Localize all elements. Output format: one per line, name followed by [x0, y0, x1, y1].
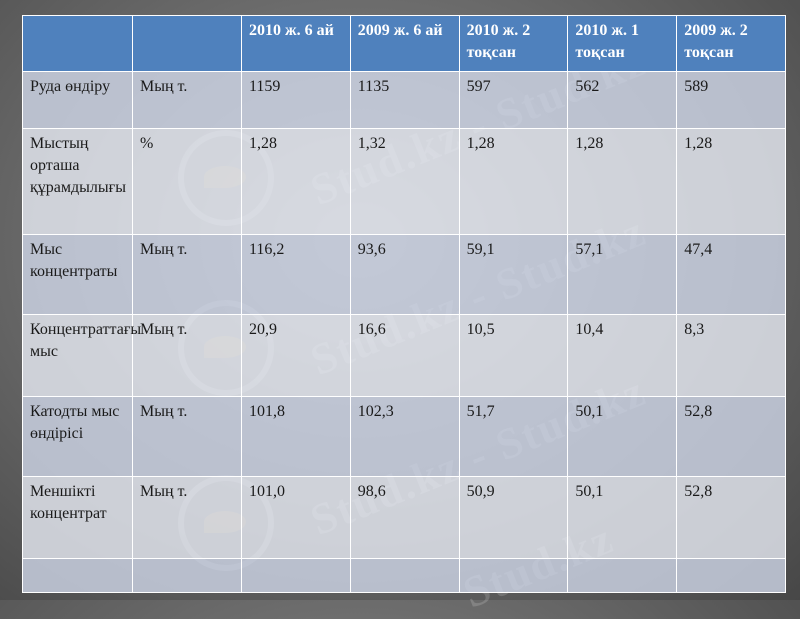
value-cell: 47,4: [676, 234, 786, 315]
empty-cell: [22, 558, 133, 593]
value-cell: 1,32: [349, 128, 460, 235]
value-cell: 50,1: [567, 476, 678, 559]
value-cell: 1,28: [676, 128, 786, 235]
value-cell: 52,8: [676, 396, 786, 477]
empty-cell: [349, 558, 460, 593]
row-label-cell: Руда өндіру: [22, 71, 133, 129]
value-cell: 101,8: [241, 396, 351, 477]
table-row: Меншікті концентрат Мың т. 101,0 98,6 50…: [22, 476, 786, 559]
value-cell: 50,1: [567, 396, 678, 477]
value-cell: 116,2: [241, 234, 351, 315]
value-cell: 10,4: [567, 314, 678, 397]
row-label-cell: Катодты мыс өндірісі: [22, 396, 133, 477]
value-cell: 1,28: [567, 128, 678, 235]
empty-cell: [241, 558, 351, 593]
unit-cell: Мың т.: [132, 234, 242, 315]
header-cell: 2010 ж. 2 тоқсан: [458, 15, 569, 72]
value-cell: 20,9: [241, 314, 351, 397]
row-label-cell: Мыс концентраты: [22, 234, 133, 315]
value-cell: 562: [567, 71, 678, 129]
value-cell: 597: [458, 71, 569, 129]
empty-cell: [458, 558, 569, 593]
value-cell: 1135: [349, 71, 460, 129]
unit-cell: Мың т.: [132, 314, 242, 397]
unit-cell: Мың т.: [132, 476, 242, 559]
value-cell: 101,0: [241, 476, 351, 559]
unit-cell: Мың т.: [132, 71, 242, 129]
unit-cell: %: [132, 128, 242, 235]
value-cell: 16,6: [349, 314, 460, 397]
row-label-cell: Мыстың орташа құрамдылығы: [22, 128, 133, 235]
value-cell: 8,3: [676, 314, 786, 397]
value-cell: 93,6: [349, 234, 460, 315]
header-cell: 2009 ж. 2 тоқсан: [676, 15, 786, 72]
value-cell: 1,28: [458, 128, 569, 235]
unit-cell: Мың т.: [132, 396, 242, 477]
header-cell: 2010 ж. 6 ай: [241, 15, 351, 72]
header-cell: [22, 15, 133, 72]
empty-cell: [132, 558, 242, 593]
copper-production-table: 2010 ж. 6 ай 2009 ж. 6 ай 2010 ж. 2 тоқс…: [22, 15, 786, 593]
header-row: 2010 ж. 6 ай 2009 ж. 6 ай 2010 ж. 2 тоқс…: [22, 15, 786, 72]
value-cell: 52,8: [676, 476, 786, 559]
table-row: Катодты мыс өндірісі Мың т. 101,8 102,3 …: [22, 396, 786, 477]
table-row: Мыс концентраты Мың т. 116,2 93,6 59,1 5…: [22, 234, 786, 315]
header-cell: [132, 15, 242, 72]
value-cell: 51,7: [458, 396, 569, 477]
value-cell: 57,1: [567, 234, 678, 315]
value-cell: 10,5: [458, 314, 569, 397]
empty-cell: [567, 558, 678, 593]
row-label-cell: Концентраттағы мыс: [22, 314, 141, 397]
table-row: Мыстың орташа құрамдылығы % 1,28 1,32 1,…: [22, 128, 786, 235]
value-cell: 102,3: [349, 396, 460, 477]
table-row: Концентраттағы мыс Мың т. 20,9 16,6 10,5…: [22, 314, 786, 397]
value-cell: 1,28: [241, 128, 351, 235]
value-cell: 589: [676, 71, 786, 129]
value-cell: 59,1: [458, 234, 569, 315]
empty-cell: [676, 558, 786, 593]
value-cell: 1159: [241, 71, 351, 129]
header-cell: 2009 ж. 6 ай: [349, 15, 460, 72]
value-cell: 50,9: [458, 476, 569, 559]
table-row: [22, 558, 786, 593]
table-row: Руда өндіру Мың т. 1159 1135 597 562 589: [22, 71, 786, 129]
header-cell: 2010 ж. 1 тоқсан: [567, 15, 678, 72]
row-label-cell: Меншікті концентрат: [22, 476, 133, 559]
value-cell: 98,6: [349, 476, 460, 559]
